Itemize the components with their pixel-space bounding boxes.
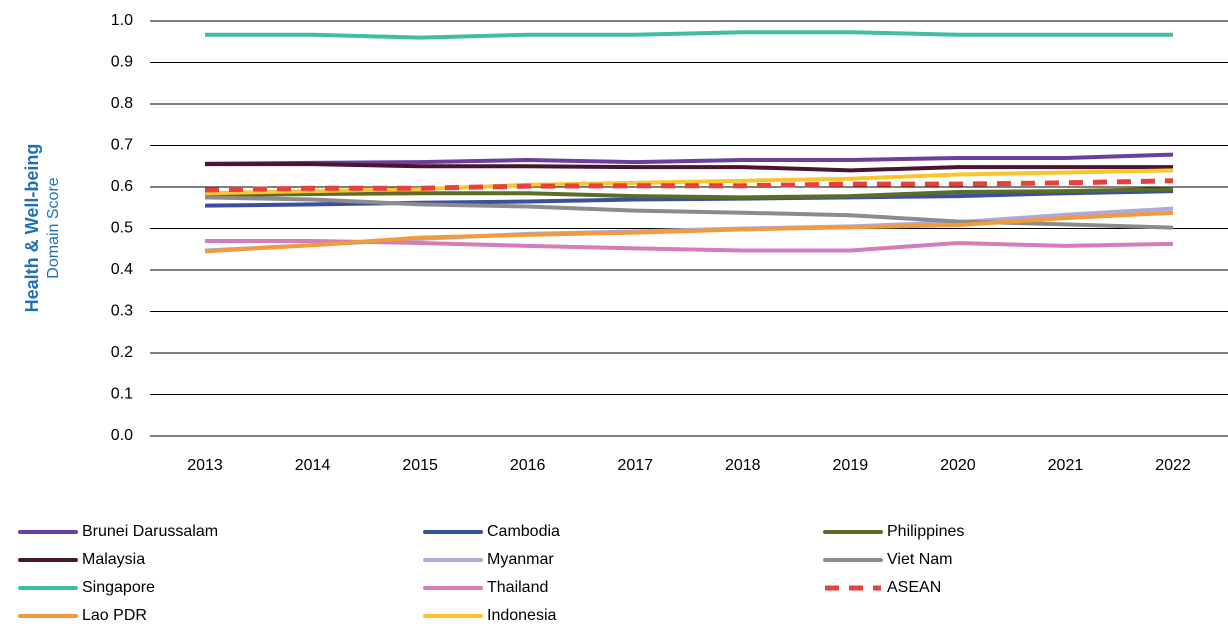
y-tick-label: 0.9	[111, 54, 133, 71]
y-tick-label: 0.7	[111, 137, 133, 154]
legend-label: Cambodia	[487, 523, 560, 540]
y-tick-label: 0.5	[111, 220, 133, 237]
y-axis-subtitle: Domain Score	[45, 177, 62, 278]
x-tick-label: 2015	[402, 457, 438, 474]
series-line	[204, 178, 1174, 193]
legend-label: Philippines	[887, 523, 964, 540]
series-line	[204, 195, 1174, 230]
x-tick-label: 2019	[833, 457, 869, 474]
x-tick-label: 2014	[295, 457, 331, 474]
series-line	[204, 187, 1174, 200]
series-line	[205, 162, 1173, 173]
series-line	[205, 30, 1173, 40]
legend-label: Lao PDR	[82, 607, 147, 624]
legend-label: Viet Nam	[887, 551, 953, 568]
legend-label: Singapore	[82, 579, 155, 596]
x-tick-label: 2018	[725, 457, 761, 474]
x-tick-label: 2017	[617, 457, 653, 474]
y-tick-label: 0.1	[111, 386, 133, 403]
legend-label: Thailand	[487, 579, 548, 596]
y-tick-label: 0.2	[111, 344, 133, 361]
y-tick-label: 1.0	[111, 12, 133, 29]
series-line	[204, 152, 1174, 166]
x-tick-label: 2021	[1048, 457, 1084, 474]
y-tick-label: 0.4	[111, 261, 133, 278]
legend-label: ASEAN	[887, 579, 941, 596]
y-axis-title: Health & Well-being	[22, 144, 42, 313]
series-line	[204, 210, 1174, 254]
series-line	[204, 168, 1174, 196]
x-tick-label: 2022	[1155, 457, 1191, 474]
x-tick-label: 2016	[510, 457, 546, 474]
y-tick-label: 0.3	[111, 303, 133, 320]
legend-label: Indonesia	[487, 607, 556, 624]
legend-label: Myanmar	[487, 551, 554, 568]
y-tick-label: 0.8	[111, 95, 133, 112]
legend-label: Malaysia	[82, 551, 145, 568]
y-tick-label: 0.6	[111, 178, 133, 195]
legend-label: Brunei Darussalam	[82, 523, 218, 540]
x-tick-label: 2013	[187, 457, 223, 474]
y-tick-label: 0.0	[111, 427, 133, 444]
x-tick-label: 2020	[940, 457, 976, 474]
